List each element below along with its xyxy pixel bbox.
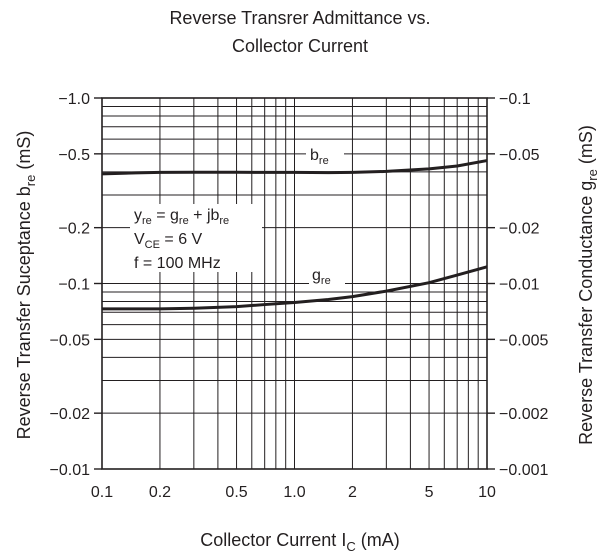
series-label-bre: bre (310, 147, 329, 167)
y-left-axis-label-main: Reverse Transfer Suceptance b (14, 186, 34, 439)
annotation-line3: f = 100 MHz (134, 255, 221, 272)
y-left-axis-label-sub: re (23, 175, 38, 187)
y-right-axis-label-unit: (mS) (576, 125, 596, 169)
annotation-v-symbol: V (134, 231, 145, 248)
y-left-tick-label: −0.2 (58, 221, 90, 238)
y-left-tick-label: −0.5 (58, 147, 90, 164)
annotation-y-sub: re (142, 215, 152, 227)
x-tick-label: 1.0 (283, 484, 305, 501)
tick-labels: 0.1 0.2 0.5 1.0 2 5 10 −1.0 −0.5 −0.2 −0.1 −0.05 −0.… (50, 91, 549, 501)
y-right-tick-label: −0.05 (499, 147, 540, 164)
annotation-v-value: = 6 V (160, 231, 203, 248)
chart-title-line2: Collector Current (232, 36, 368, 56)
x-axis-label-unit: (mA) (356, 530, 400, 550)
x-axis-label: Collector Current IC (mA) (200, 530, 399, 553)
y-left-tick-label: −0.05 (50, 332, 91, 349)
series-label-gre-main: g (312, 267, 321, 284)
annotation-background (130, 204, 262, 272)
series-line-bre (101, 159, 488, 176)
series-label-bre-main: b (310, 147, 319, 164)
y-right-axis-label: Reverse Transfer Conductance gre (mS) (576, 125, 600, 445)
x-tick-label: 0.1 (91, 484, 113, 501)
y-right-tick-label: −0.001 (499, 462, 548, 479)
annotation-v-sub: CE (145, 239, 160, 251)
annotation-g-symbol: = g (152, 207, 179, 224)
y-right-tick-label: −0.02 (499, 221, 540, 238)
series-label-bre-sub: re (319, 155, 329, 167)
y-right-tick-label: −0.01 (499, 277, 540, 294)
y-right-axis-label-main: Reverse Transfer Conductance g (576, 181, 596, 445)
annotation-line2: VCE = 6 V (134, 231, 203, 251)
series-group (101, 159, 488, 311)
x-axis-label-main: Collector Current I (200, 530, 346, 550)
y-left-tick-label: −0.1 (58, 277, 90, 294)
chart-title-line1: Reverse Transrer Admittance vs. (169, 8, 430, 28)
y-left-tick-label: −1.0 (58, 91, 90, 108)
x-tick-label: 10 (478, 484, 496, 501)
series-line-gre (102, 265, 488, 311)
y-right-axis-label-sub: re (585, 169, 600, 181)
series-label-bre-background (306, 143, 344, 167)
annotation-line1: yre = gre + jbre (134, 207, 229, 227)
x-tick-label: 5 (425, 484, 434, 501)
y-left-axis-label-unit: (mS) (14, 131, 34, 175)
y-left-tick-label: −0.01 (50, 462, 91, 479)
annotation-b-symbol: + jb (189, 207, 220, 224)
series-label-gre: gre (312, 267, 331, 287)
x-tick-label: 0.5 (225, 484, 247, 501)
series-label-gre-background (309, 263, 345, 287)
annotation-g-sub: re (179, 215, 189, 227)
x-axis-label-sub: C (346, 539, 355, 553)
y-right-tick-label: −0.002 (499, 406, 548, 423)
x-tick-label: 0.2 (149, 484, 171, 501)
y-right-tick-label: −0.1 (499, 91, 531, 108)
y-right-tick-label: −0.005 (499, 332, 548, 349)
x-tick-label: 2 (348, 484, 357, 501)
series-label-gre-sub: re (321, 275, 331, 287)
annotation-y-symbol: y (134, 207, 142, 224)
annotation-b-sub: re (219, 215, 229, 227)
y-left-axis-label: Reverse Transfer Suceptance bre (mS) (14, 131, 38, 440)
grid (94, 97, 495, 470)
y-left-tick-label: −0.02 (50, 406, 91, 423)
